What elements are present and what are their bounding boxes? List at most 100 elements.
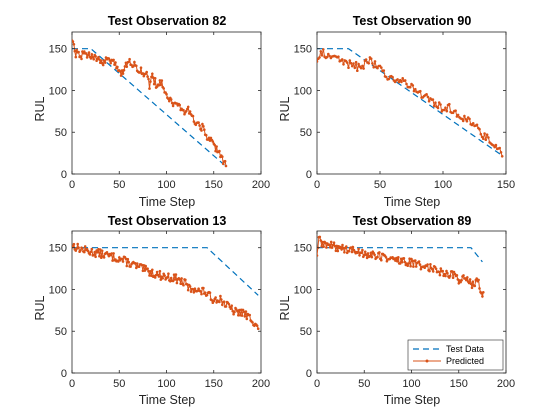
predicted-point [232,312,235,316]
predicted-point [350,250,354,254]
predicted-point [462,274,465,277]
predicted-point [158,269,162,273]
predicted-point [230,304,233,308]
predicted-point [376,66,379,70]
predicted-point [436,106,440,110]
predicted-point [460,117,464,121]
predicted-point [360,251,363,254]
predicted-point [354,60,358,64]
predicted-point [158,79,162,82]
x-tick-label: 150 [205,378,223,390]
predicted-point [331,243,335,247]
predicted-point [90,247,94,251]
x-tick-label: 150 [450,378,468,390]
predicted-point [197,287,200,291]
predicted-point [133,60,136,64]
predicted-point [200,129,203,132]
predicted-point [356,69,359,72]
predicted-point [465,278,468,282]
predicted-point [340,58,344,61]
predicted-point [139,66,143,69]
predicted-point [101,63,105,67]
predicted-point [359,66,363,70]
predicted-point [155,270,159,274]
predicted-point [334,249,338,253]
predicted-point [186,288,190,292]
x-tick-label: 0 [69,378,75,390]
predicted-point [120,257,124,261]
series-line-test-data [317,247,483,263]
predicted-point [125,264,129,268]
predicted-point [356,251,359,255]
y-tick-label: 50 [300,326,312,338]
series-group [72,242,260,331]
predicted-point [464,117,468,121]
predicted-point [446,271,449,275]
predicted-point [169,98,173,101]
predicted-point [221,155,224,158]
predicted-point [452,270,456,274]
subplot-title: Test Observation 90 [353,14,472,28]
x-tick-label: 200 [252,179,270,191]
predicted-point [223,159,227,163]
predicted-point [468,278,472,281]
subplot-title: Test Observation 82 [108,14,227,28]
predicted-point [437,101,441,104]
predicted-point [221,303,224,307]
predicted-point [367,62,371,65]
predicted-point [468,117,471,121]
predicted-point [439,103,442,106]
predicted-point [256,327,260,331]
predicted-point [444,106,447,109]
predicted-point [147,77,150,81]
predicted-point [110,252,113,255]
y-tick-label: 50 [55,127,67,139]
predicted-point [448,274,452,278]
predicted-point [332,241,336,244]
predicted-point [325,246,328,249]
x-tick-label: 200 [252,378,270,390]
predicted-point [75,48,78,52]
predicted-point [182,283,185,287]
predicted-point [102,256,106,259]
predicted-point [419,89,422,93]
predicted-point [362,67,365,70]
predicted-point [473,284,477,288]
predicted-point [159,83,163,87]
predicted-point [481,295,484,298]
predicted-point [116,65,119,69]
y-axis-label: RUL [33,295,47,320]
predicted-point [432,104,436,108]
y-tick-label: 100 [294,284,312,296]
y-tick-label: 150 [294,243,312,255]
predicted-point [397,80,401,84]
predicted-point [224,164,228,168]
series-group [72,39,228,168]
predicted-point [77,50,80,54]
predicted-point [144,264,147,268]
predicted-point [94,55,97,58]
predicted-point [72,242,76,246]
predicted-point [174,273,178,276]
predicted-point [72,43,76,46]
predicted-point [83,245,87,248]
predicted-point [411,259,414,263]
predicted-point [96,251,99,254]
predicted-point [185,109,188,113]
predicted-point [109,61,112,65]
predicted-point [157,275,161,278]
predicted-point [204,133,208,137]
predicted-point [105,251,109,254]
x-tick-label: 50 [113,179,125,191]
predicted-point [127,260,130,264]
predicted-point [469,282,473,286]
predicted-point [240,314,244,317]
predicted-point [245,317,249,321]
y-tick-label: 150 [49,243,67,255]
predicted-point [329,240,333,244]
predicted-point [438,273,442,277]
legend-entry: Test Data [446,344,484,354]
predicted-point [380,66,383,69]
predicted-point [348,59,352,62]
